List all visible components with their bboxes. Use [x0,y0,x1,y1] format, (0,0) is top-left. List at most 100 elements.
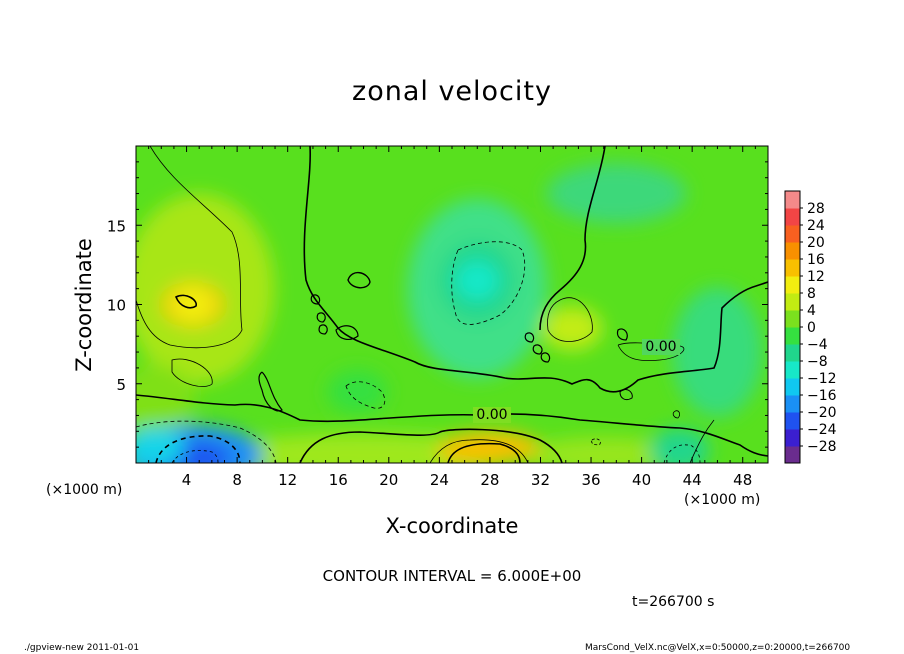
colorbar-swatch [785,259,800,277]
x-tick-label: 36 [581,471,600,489]
field-feature [542,306,603,351]
contour-interval-row: CONTOUR INTERVAL = 6.000E+00 [0,567,904,585]
field-core [136,427,185,463]
contour-positive [136,146,243,349]
x-tick-label: 8 [232,471,242,489]
y-tick-label: 10 [107,297,126,315]
contour-interval: CONTOUR INTERVAL = 6.000E+00 [322,567,582,585]
contour-label-text: 0.00 [476,407,507,423]
colorbar-tick-label: −16 [807,388,837,404]
contour-label-bg [473,407,511,423]
contour-small [258,371,283,412]
colorbar-swatch [785,293,800,311]
contour-label: 0.00 [642,339,680,355]
x-tick-label: 48 [733,471,752,489]
contour-label-bg [642,339,680,355]
colorbar-tick-label: −12 [807,371,837,387]
colorbar-swatch [785,344,800,362]
field-blob [546,163,687,224]
contour-small [347,272,371,289]
x-axis: 4 8 12 16 20 24 28 32 36 40 44 48 [148,146,756,489]
contour-negative [136,420,277,463]
contour-labels: 0.00 0.00 [473,339,680,423]
contour-positive [547,297,593,342]
contour-max [447,442,521,463]
field-blob [672,287,763,418]
contour-negative [171,450,219,463]
colorbar-tick-label: −24 [807,422,837,438]
field-feature [649,428,710,463]
contour-zero-lower [299,428,563,463]
field-blob [523,437,684,463]
contour-small [616,328,628,341]
contour-small [532,344,543,355]
x-unit-label-left: (×1000 m) [46,482,123,498]
y-tick-label: 5 [116,376,126,394]
colorbar-swatch [785,191,800,209]
colorbar-tick-label: 0 [807,320,816,336]
field-feature [327,369,388,414]
x-tick-label: 20 [379,471,398,489]
field-blob [136,364,195,435]
x-axis-label-row: X-coordinate [0,514,904,538]
colorbar-swatch [785,310,800,328]
colorbar-tick-label: 4 [807,303,816,319]
x-axis-label: X-coordinate [385,514,519,538]
field-blobs [136,163,763,463]
time-stamp: t=266700 s [632,594,715,610]
field-core [455,260,500,301]
contour-max [174,294,197,309]
y-axis-label: Z-coordinate [72,238,96,372]
colorbar-tick-label: 8 [807,286,816,302]
contour-positive [429,439,529,463]
colorbar-swatch [785,446,800,464]
contour-small [310,294,321,305]
x-tick-label: 12 [278,471,297,489]
y-tick-label: 15 [107,217,126,235]
colorbar-swatch [785,208,800,226]
contour-small [540,352,551,363]
contour-small [672,410,681,419]
colorbar-swatch [785,429,800,447]
x-tick-label: 32 [531,471,550,489]
colorbar-swatch [785,327,800,345]
contour-small [318,324,328,335]
colorbar-swatch [785,242,800,260]
colorbar-swatch [785,361,800,379]
contour-zero [539,146,606,331]
contour-label: 0.00 [473,407,511,423]
colorbar-swatch [785,378,800,396]
contour-small [316,312,326,323]
velocity-field [136,146,768,463]
colorbar-tick-label: −20 [807,405,837,421]
colorbar-tick-label: 20 [807,235,825,251]
colorbar-tick-label: 16 [807,252,825,268]
contour-negative [345,381,386,409]
y-axis: 5 10 15 [107,161,768,448]
footer-left: ./gpview-new 2011-01-01 [24,643,140,653]
contour-negative-strong [155,435,241,463]
colorbar-tick-label: 28 [807,201,825,217]
contour-negative [591,438,601,446]
x-tick-label: 44 [683,471,702,489]
contour-zero [303,146,768,393]
contour-label-text: 0.00 [645,339,676,355]
x-tick-label: 40 [632,471,651,489]
colorbar-swatch [785,225,800,243]
contour-small [619,389,633,401]
chart-title: zonal velocity [352,76,552,107]
contour-negative [663,444,701,463]
colorbar-swatch [785,395,800,413]
x-tick-label: 28 [480,471,499,489]
colorbar-tick-label: −4 [807,337,828,353]
contour-negative [451,241,526,325]
colorbar-tick-label: −8 [807,354,828,370]
colorbar-tick-label: 12 [807,269,825,285]
colorbar-swatch [785,412,800,430]
contour-positive [171,358,213,387]
x-tick-label: 16 [329,471,348,489]
field-core [170,286,215,323]
x-unit-label-right: (×1000 m) [684,492,761,508]
